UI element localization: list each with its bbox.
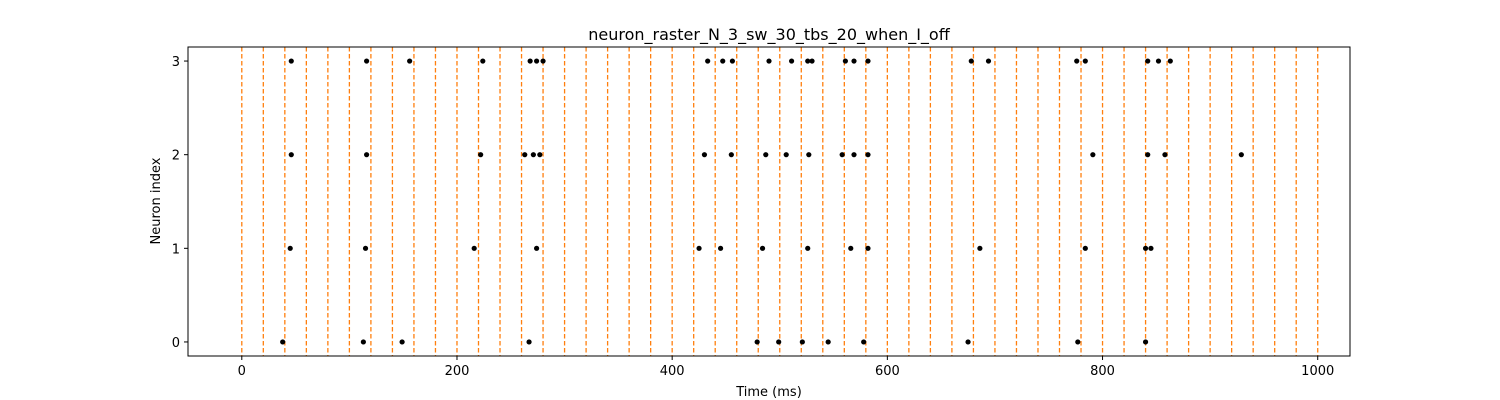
spike-point [364,152,370,158]
spike-point [799,339,805,345]
spike-point [1074,58,1080,64]
spike-point [360,339,366,345]
spike-point [526,339,532,345]
plot-area: 0 200 400 600 800 1000 0 1 2 3 [172,47,1334,379]
spike-point [968,58,974,64]
spike-point [717,245,724,251]
spike-point [471,245,477,251]
spike-point [522,152,528,158]
spike-point [985,58,992,64]
x-tick-label: 800 [1090,364,1115,379]
spike-point [364,58,370,64]
y-tick-label: 0 [172,336,180,351]
spike-point [851,152,857,158]
spike-point [701,152,708,158]
spike-point [788,58,795,64]
spike-point [805,58,811,64]
spike-point [783,152,789,158]
spike-point [839,152,845,158]
y-tick-label: 1 [172,242,180,257]
spike-point [825,339,831,345]
spike-point [537,152,543,158]
spike-point [865,152,871,158]
spike-point [287,245,293,251]
spike-point [861,339,867,345]
x-tick-label: 400 [660,364,685,379]
spike-point [1075,339,1081,345]
spike-point [766,58,772,64]
plot-frame [187,46,1351,357]
spike-point [1167,58,1173,64]
spike-point [530,152,536,158]
spike-point [540,58,546,64]
spike-point [763,152,769,158]
x-tick-label: 1000 [1301,364,1334,379]
spike-point [362,245,369,251]
spike-point [806,152,812,158]
spike-point [1090,152,1096,158]
spike-point [1082,58,1088,64]
spike-point [842,58,848,64]
x-tick-label: 0 [238,364,246,379]
x-tick-label: 200 [445,364,470,379]
spike-point [865,245,871,251]
y-tick-label: 3 [172,55,180,70]
spike-point [407,58,413,64]
spike-point [399,339,405,345]
spike-point [696,245,702,251]
spike-point [754,339,760,345]
spike-point [729,58,736,64]
spike-point [1238,152,1244,158]
spike-point [1162,152,1168,158]
spike-point [480,58,486,64]
spike-point [977,245,983,251]
y-axis-label: Neuron index [149,157,164,244]
spike-point [288,58,294,64]
spike-point [527,58,533,64]
spike-point [478,152,484,158]
spike-point [805,245,811,251]
spike-point [534,245,540,251]
spike-point [1155,58,1162,64]
spike-point [776,339,782,345]
spike-point [759,245,766,251]
spike-point [1145,58,1151,64]
y-tick-label: 2 [172,149,180,164]
spike-point [1142,245,1149,251]
x-axis-label: Time (ms) [735,385,802,400]
spike-point [705,58,711,64]
x-tick-label: 600 [875,364,900,379]
spike-point [288,152,294,158]
spike-point [809,58,815,64]
spike-point [1148,245,1154,251]
chart-title: neuron_raster_N_3_sw_30_tbs_20_when_I_of… [588,25,950,45]
spike-point [848,245,854,251]
spike-point [280,339,286,345]
spike-point [728,152,734,158]
spike-point [1142,339,1149,345]
spike-point [965,339,971,345]
spike-point [1082,245,1088,251]
spike-point [534,58,540,64]
spike-point [720,58,726,64]
spike-point [865,58,871,64]
spike-point [1145,152,1151,158]
spike-point [851,58,857,64]
